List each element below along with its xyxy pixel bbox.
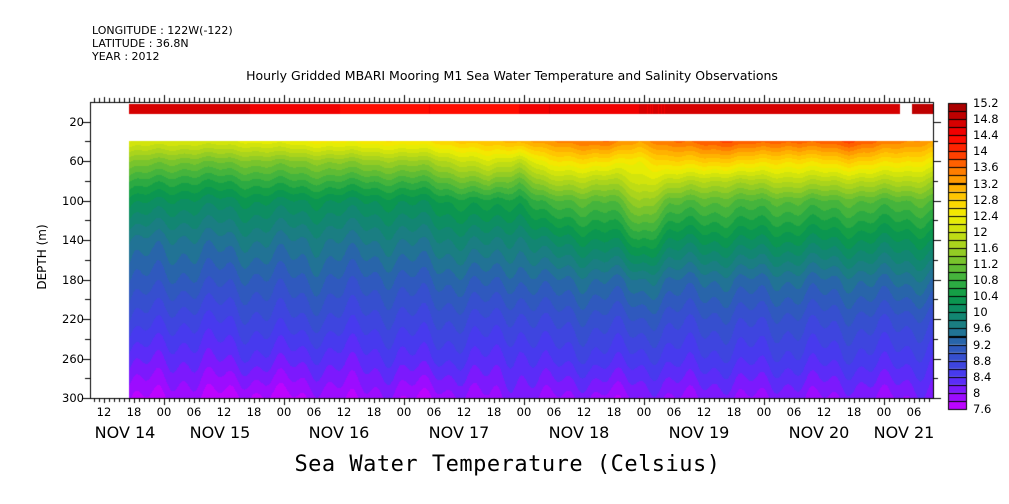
x-tick-label: 00 bbox=[516, 405, 532, 419]
colorbar-label: 13.6 bbox=[973, 160, 999, 175]
x-tick-label: 06 bbox=[546, 405, 562, 419]
x-tick-label: 18 bbox=[486, 405, 502, 419]
x-tick-label: 18 bbox=[726, 405, 742, 419]
x-tick-label: 00 bbox=[876, 405, 892, 419]
y-tick-label: 260 bbox=[62, 351, 84, 366]
day-label: NOV 17 bbox=[428, 423, 490, 442]
colorbar-label: 8.8 bbox=[973, 353, 992, 368]
day-label: NOV 15 bbox=[189, 423, 251, 442]
day-label: NOV 20 bbox=[788, 423, 850, 442]
y-tick-label: 60 bbox=[69, 154, 84, 169]
colorbar-label: 12.8 bbox=[973, 192, 999, 207]
colorbar-label: 8.4 bbox=[973, 369, 992, 384]
y-tick-label: 140 bbox=[62, 233, 84, 248]
x-tick-label: 12 bbox=[456, 405, 472, 419]
y-axis-label: DEPTH (m) bbox=[35, 224, 49, 290]
colorbar-label: 14.4 bbox=[973, 128, 999, 143]
x-tick-label: 00 bbox=[156, 405, 172, 419]
x-tick-label: 18 bbox=[246, 405, 262, 419]
colorbar-label: 9.2 bbox=[973, 337, 992, 352]
colorbar-label: 12.4 bbox=[973, 208, 999, 223]
x-tick-label: 18 bbox=[366, 405, 382, 419]
x-tick-label: 06 bbox=[906, 405, 922, 419]
x-tick-label: 06 bbox=[666, 405, 682, 419]
y-tick-label: 220 bbox=[62, 312, 84, 327]
colorbar-label: 14.8 bbox=[973, 112, 999, 127]
y-tick-label: 20 bbox=[69, 114, 84, 129]
x-tick-label: 12 bbox=[336, 405, 352, 419]
x-tick-label: 18 bbox=[606, 405, 622, 419]
chart-title: Hourly Gridded MBARI Mooring M1 Sea Wate… bbox=[246, 68, 778, 83]
colorbar-label: 7.6 bbox=[973, 402, 992, 416]
x-tick-label: 00 bbox=[276, 405, 292, 419]
x-tick-label: 12 bbox=[576, 405, 592, 419]
x-tick-label: 00 bbox=[396, 405, 412, 419]
colorbar-label: 13.2 bbox=[973, 176, 999, 191]
x-tick-label: 12 bbox=[696, 405, 712, 419]
x-tick-label: 12 bbox=[816, 405, 832, 419]
y-tick-label: 300 bbox=[62, 391, 84, 405]
day-label: NOV 14 bbox=[94, 423, 156, 442]
x-tick-label: 06 bbox=[186, 405, 202, 419]
colorbar-label: 8 bbox=[973, 385, 981, 400]
x-tick-label: 12 bbox=[216, 405, 232, 419]
day-label: NOV 21 bbox=[873, 423, 935, 442]
y-tick-label: 180 bbox=[62, 272, 84, 287]
day-label: NOV 19 bbox=[668, 423, 730, 442]
colorbar-label: 15.2 bbox=[973, 96, 999, 110]
year-label: YEAR : 2012 bbox=[92, 50, 160, 63]
x-tick-label: 06 bbox=[306, 405, 322, 419]
x-tick-label: 06 bbox=[786, 405, 802, 419]
colorbar-label: 10 bbox=[973, 305, 988, 320]
x-tick-label: 18 bbox=[846, 405, 862, 419]
colorbar-label: 14 bbox=[973, 144, 988, 159]
colorbar-label: 10.8 bbox=[973, 273, 999, 288]
variable-title: Sea Water Temperature (Celsius) bbox=[294, 452, 721, 477]
day-label: NOV 16 bbox=[308, 423, 370, 442]
longitude-label: LONGITUDE : 122W(-122) bbox=[92, 24, 233, 37]
colorbar-label: 11.2 bbox=[973, 257, 999, 272]
x-tick-label: 12 bbox=[96, 405, 112, 419]
x-tick-label: 06 bbox=[426, 405, 442, 419]
colorbar-label: 10.4 bbox=[973, 289, 999, 304]
y-tick-label: 100 bbox=[62, 193, 84, 208]
colorbar-label: 11.6 bbox=[973, 240, 999, 255]
colorbar-label: 9.6 bbox=[973, 321, 992, 336]
latitude-label: LATITUDE : 36.8N bbox=[92, 37, 189, 50]
x-tick-label: 00 bbox=[756, 405, 772, 419]
day-label: NOV 18 bbox=[548, 423, 610, 442]
x-tick-label: 00 bbox=[636, 405, 652, 419]
colorbar-label: 12 bbox=[973, 224, 988, 239]
x-tick-label: 18 bbox=[126, 405, 142, 419]
